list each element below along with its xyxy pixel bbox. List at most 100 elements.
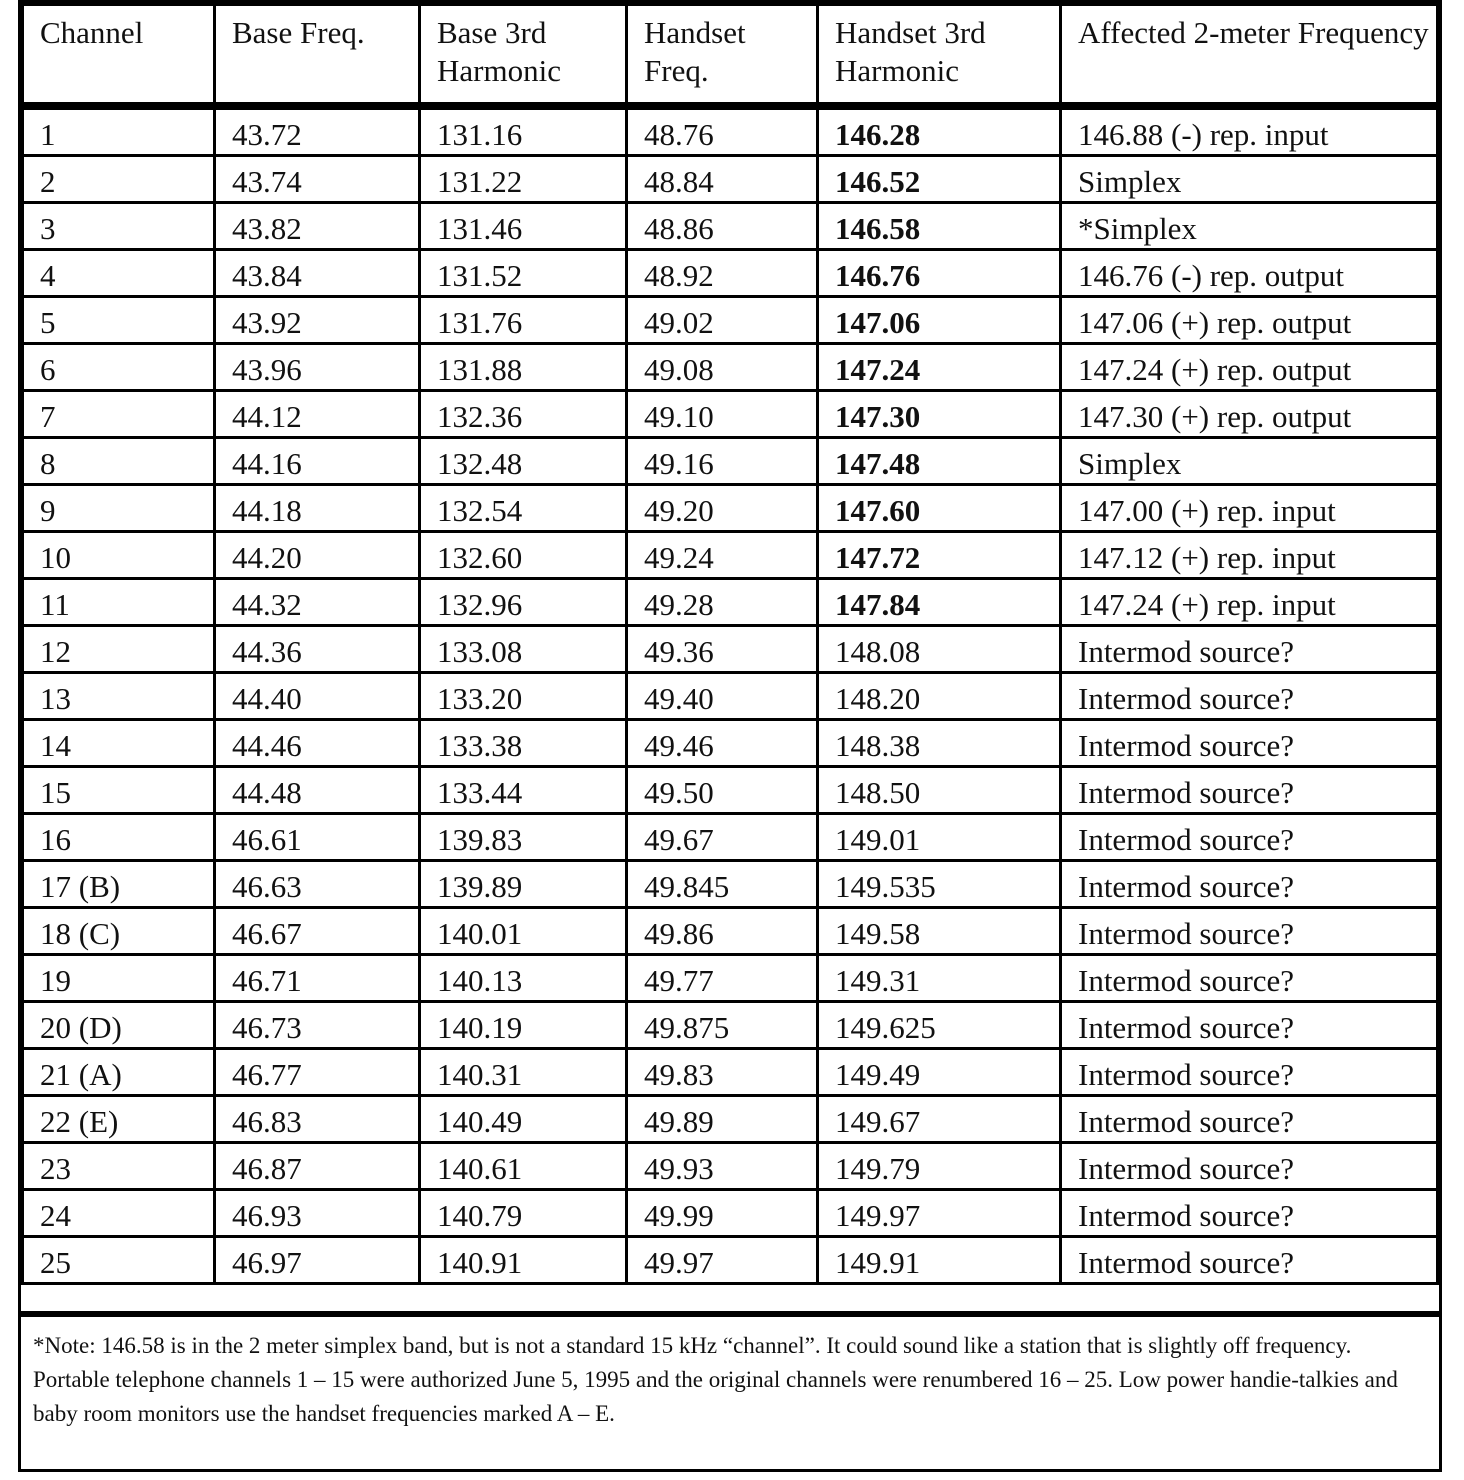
table-cell: 49.77 [625, 953, 819, 1003]
table-cell: 3 [21, 201, 216, 251]
table-cell: 16 [21, 812, 216, 862]
table-cell: 131.22 [418, 154, 628, 204]
table-cell: 44.46 [213, 718, 421, 768]
table-cell: 7 [21, 389, 216, 439]
table-cell: 13 [21, 671, 216, 721]
table-cell: 43.96 [213, 342, 421, 392]
table-cell: 49.875 [625, 1000, 819, 1050]
footnote: *Note: 146.58 is in the 2 meter simplex … [21, 1311, 1439, 1469]
table-cell: 147.30 [816, 389, 1062, 439]
table-cell: 146.58 [816, 201, 1062, 251]
table-row: 13 44.40 133.20 49.40 148.20 Intermod source? [21, 671, 1439, 721]
table-cell: 139.83 [418, 812, 628, 862]
table-cell: Intermod source? [1059, 671, 1439, 721]
table-cell: 133.38 [418, 718, 628, 768]
table-cell: 43.72 [213, 104, 421, 157]
table-row: 21 (A) 46.77 140.31 49.83 149.49 Intermod sou… [21, 1047, 1439, 1097]
table-cell: 46.93 [213, 1188, 421, 1238]
table-cell: 148.50 [816, 765, 1062, 815]
table-frame: Channel Base Freq. Base 3rd Harmonic Handse… [18, 0, 1442, 1472]
table-cell: 149.625 [816, 1000, 1062, 1050]
header-cell: Channel [21, 3, 216, 108]
table-cell: 44.12 [213, 389, 421, 439]
table-cell: 44.40 [213, 671, 421, 721]
table-cell: 49.28 [625, 577, 819, 627]
table-cell: Intermod source? [1059, 1235, 1439, 1285]
table-cell: 131.52 [418, 248, 628, 298]
table-cell: 147.84 [816, 577, 1062, 627]
header-cell: Base Freq. [213, 3, 421, 108]
table-row: 6 43.96 131.88 49.08 147.24 147.24 (+) rep. o… [21, 342, 1439, 392]
table-cell: 23 [21, 1141, 216, 1191]
table-cell: 20 (D) [21, 1000, 216, 1050]
table-cell: Intermod source? [1059, 1094, 1439, 1144]
table-row: 10 44.20 132.60 49.24 147.72 147.12 (+) rep. … [21, 530, 1439, 580]
table-cell: 140.19 [418, 1000, 628, 1050]
table-cell: Intermod source? [1059, 1141, 1439, 1191]
header-cell: Base 3rd Harmonic [418, 3, 628, 108]
table-cell: 49.02 [625, 295, 819, 345]
table-cell: 5 [21, 295, 216, 345]
table-cell: Simplex [1059, 154, 1439, 204]
table-cell: 14 [21, 718, 216, 768]
table-cell: 10 [21, 530, 216, 580]
table-row: 12 44.36 133.08 49.36 148.08 Intermod source? [21, 624, 1439, 674]
table-cell: *Simplex [1059, 201, 1439, 251]
table-row: 7 44.12 132.36 49.10 147.30 147.30 (+) rep. o… [21, 389, 1439, 439]
table-cell: 147.60 [816, 483, 1062, 533]
table-cell: Simplex [1059, 436, 1439, 486]
header-cell: Handset 3rd Harmonic [816, 3, 1062, 108]
table-cell: 4 [21, 248, 216, 298]
table-cell: 21 (A) [21, 1047, 216, 1097]
table-cell: 43.74 [213, 154, 421, 204]
table-cell: 44.20 [213, 530, 421, 580]
table-cell: 24 [21, 1188, 216, 1238]
header-cell: Affected 2-meter Frequency [1059, 3, 1439, 108]
table-cell: 49.36 [625, 624, 819, 674]
table-cell: 18 (C) [21, 906, 216, 956]
table-row: 20 (D) 46.73 140.19 49.875 149.625 Intermod s… [21, 1000, 1439, 1050]
table-cell: 49.24 [625, 530, 819, 580]
table-cell: Intermod source? [1059, 906, 1439, 956]
table-row: 2 43.74 131.22 48.84 146.52 Simplex [21, 154, 1439, 204]
table-cell: 147.06 (+) rep. output [1059, 295, 1439, 345]
table-cell: 46.77 [213, 1047, 421, 1097]
table-cell: 49.89 [625, 1094, 819, 1144]
table-cell: 44.36 [213, 624, 421, 674]
table-cell: 140.49 [418, 1094, 628, 1144]
table-cell: 148.38 [816, 718, 1062, 768]
table-row: 16 46.61 139.83 49.67 149.01 Intermod source? [21, 812, 1439, 862]
table-cell: 49.16 [625, 436, 819, 486]
table-cell: 140.91 [418, 1235, 628, 1285]
table-cell: 148.20 [816, 671, 1062, 721]
table-cell: 149.535 [816, 859, 1062, 909]
table-cell: 6 [21, 342, 216, 392]
table-cell: 49.40 [625, 671, 819, 721]
table-cell: 147.30 (+) rep. output [1059, 389, 1439, 439]
table-cell: 149.01 [816, 812, 1062, 862]
table-cell: 25 [21, 1235, 216, 1285]
table-cell: 49.10 [625, 389, 819, 439]
table-cell: Intermod source? [1059, 812, 1439, 862]
table-cell: 49.86 [625, 906, 819, 956]
table-cell: 147.24 (+) rep. input [1059, 577, 1439, 627]
table-cell: 133.44 [418, 765, 628, 815]
table-cell: 140.79 [418, 1188, 628, 1238]
table-cell: 131.16 [418, 104, 628, 157]
table-cell: 147.24 [816, 342, 1062, 392]
table-cell: 149.97 [816, 1188, 1062, 1238]
table-row: 19 46.71 140.13 49.77 149.31 Intermod source? [21, 953, 1439, 1003]
table-cell: 44.18 [213, 483, 421, 533]
table-cell: 146.76 [816, 248, 1062, 298]
table-cell: 49.83 [625, 1047, 819, 1097]
table-cell: 149.67 [816, 1094, 1062, 1144]
table-cell: 49.08 [625, 342, 819, 392]
table-cell: 15 [21, 765, 216, 815]
table-cell: Intermod source? [1059, 1188, 1439, 1238]
table-cell: 46.97 [213, 1235, 421, 1285]
table-row: 5 43.92 131.76 49.02 147.06 147.06 (+) rep. o… [21, 295, 1439, 345]
table-cell: Intermod source? [1059, 859, 1439, 909]
table-cell: 149.31 [816, 953, 1062, 1003]
table-cell: 132.60 [418, 530, 628, 580]
